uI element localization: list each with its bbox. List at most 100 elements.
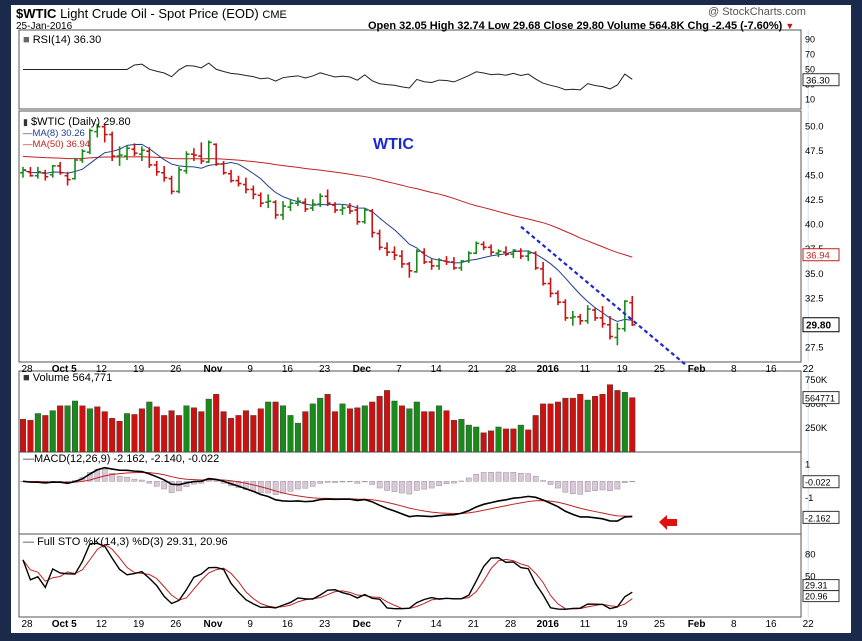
price-bar [413,249,420,273]
macd-hist-bar [139,479,145,482]
rsi-legend-text: RSI(14) 36.30 [32,34,102,46]
price-bar [384,242,391,257]
price-bar [532,251,539,270]
sto-d-line [22,543,633,610]
price-bar [257,192,264,208]
macd-hist-bar [495,471,502,482]
volume-bar [242,410,249,453]
price-bar [20,166,26,178]
volume-bar [228,418,235,453]
price-legend-text: $WTIC (Daily) 29.80 [31,116,131,128]
price-tick: 35.0 [805,269,824,280]
macd-hist-bar [361,481,368,483]
price-bar [369,209,376,238]
macd-hist-bar [384,481,390,491]
price-bar [332,202,339,213]
volume-bar [532,415,539,453]
macd-hist-bar [443,481,450,485]
price-bar [302,198,309,212]
price-bar [629,295,636,326]
x-axis-label: Nov [204,364,223,375]
macd-hist-bar [131,478,138,482]
x-axis-label: Feb [688,364,706,375]
macd-hist-bar [547,481,554,485]
price-bar [109,131,116,162]
price-bar [577,313,584,325]
rsi-legend: ■ RSI(14) 36.30 [23,34,102,46]
volume-bar [317,397,324,453]
volume-bar [257,408,264,453]
volume-bar [599,394,606,453]
macd-hist-bar [354,481,361,484]
macd-hist-bar [332,481,338,483]
ma50-tag-box [802,248,840,262]
macd-hist-bar [109,472,115,482]
macd-hist-bar [309,481,316,487]
ma50-line [22,155,633,258]
volume-bar [272,401,279,453]
volume-bar [101,411,108,453]
x-axis-label: 28 [505,364,517,375]
macd-tag-box [802,510,840,524]
price-bar [436,258,443,270]
price-bar [72,158,79,180]
price-tick: 32.5 [805,293,824,304]
price-bar [27,166,34,177]
volume-bar [376,395,383,453]
macd-hist-bar [243,481,249,490]
volume-bar [309,403,316,453]
x-axis-label: 16 [282,364,294,375]
volume-bar [280,405,287,453]
price-bar [465,251,472,263]
quote-line: Open 32.05 High 32.74 Low 29.68 Close 29… [368,20,794,32]
volume-bar [287,415,294,453]
macd-legend: —MACD(12,26,9) -2.162, -2.140, -0.022 [23,453,220,465]
volume-bar [428,411,435,453]
macd-hist-bar [295,481,301,490]
price-bar [235,175,242,187]
macd-hist-bar [480,472,487,482]
macd-hist-bar [421,481,428,490]
ma8-legend: —MA(8) 30.26 [23,128,85,139]
volume-tick: 500K [805,399,828,410]
macd-hist-bar [317,481,324,484]
price-bar [153,161,160,176]
volume-bar [592,395,599,453]
volume-bar [614,390,621,453]
macd-hist-bar [302,481,309,489]
macd-hist-bar [473,474,480,482]
price-bar [473,241,480,255]
price-bar [540,261,547,286]
volume-legend: ■ Volume 564,771 [23,372,113,384]
macd-hist-bar [250,481,257,492]
volume-bar [621,392,628,453]
volume-bar [302,411,309,453]
wtic-annotation: WTIC [373,136,414,153]
volume-tag: 564771 [805,394,835,404]
panel-rsi [18,29,802,110]
x-axis-label: 22 [803,364,815,375]
header-date: 25-Jan-2016 [16,21,73,32]
macd-hist-bar [577,481,584,495]
volume-bar [510,428,517,453]
x-axis-label: 2016 [537,364,560,375]
volume-bar [153,406,160,453]
volume-bar [250,415,257,453]
macd-hist-bar [347,481,353,483]
volume-bar [27,420,34,453]
price-bar [64,171,71,186]
macd-hist-bar [592,481,598,491]
price-bar [146,147,153,168]
macd-hist-bar [116,475,123,482]
x-axis-label: 11 [580,619,591,630]
price-bar [317,193,324,208]
price-bar [614,322,621,346]
price-tick: 50.0 [805,122,824,133]
volume-bar [19,419,26,453]
price-bar [517,248,524,260]
x-axis-label: Feb [688,619,706,630]
x-axis-label: 19 [617,364,629,375]
macd-hist-bar [146,481,153,484]
price-legend: ▮ $WTIC (Daily) 29.80 [23,116,131,128]
rsi-line [23,62,633,91]
